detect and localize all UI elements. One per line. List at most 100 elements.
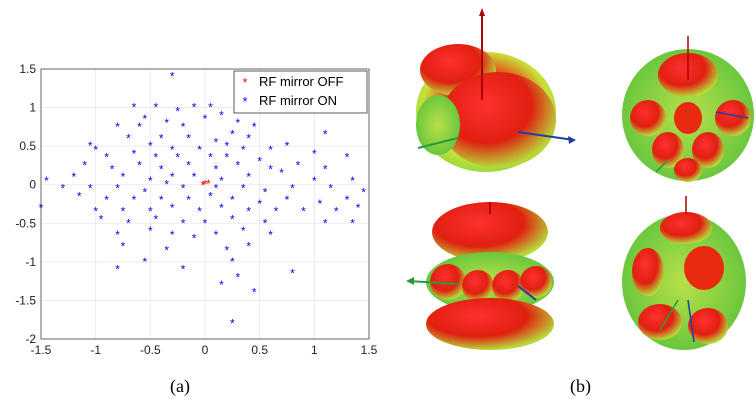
x-tick-label: -0.5 bbox=[140, 343, 161, 357]
scatter-point-on: * bbox=[219, 278, 224, 292]
series-rf-mirror-on: *** * * *** ** * * **** * ** * * * ** * * * * * * ** ** * * * * * *… bbox=[39, 70, 367, 331]
scatter-point-on: * bbox=[252, 120, 257, 134]
scatter-point-on: * bbox=[235, 270, 240, 284]
pattern-top-left bbox=[416, 8, 576, 172]
scatter-point-on: * bbox=[115, 120, 120, 134]
scatter-point-on: * bbox=[230, 255, 235, 269]
scatter-point-on: * bbox=[137, 158, 142, 172]
scatter-point-on: * bbox=[345, 151, 350, 165]
scatter-point-off: * bbox=[200, 178, 205, 192]
legend-box bbox=[233, 70, 368, 114]
scatter-point-on: * bbox=[285, 193, 290, 207]
scatter-point-on: * bbox=[115, 228, 120, 242]
scatter-point-on: * bbox=[170, 143, 175, 157]
scatter-point-on: * bbox=[143, 255, 148, 269]
scatter-point-on: * bbox=[350, 174, 355, 188]
scatter-point-on: * bbox=[186, 158, 191, 172]
scatter-point-on: * bbox=[159, 131, 164, 145]
x-tick-label: 1 bbox=[311, 343, 318, 357]
scatter-point-on: * bbox=[268, 143, 273, 157]
scatter-point-on: * bbox=[219, 108, 224, 122]
scatter-point-on: * bbox=[268, 228, 273, 242]
scatter-point-on: * bbox=[175, 151, 180, 165]
scatter-point-on: * bbox=[181, 263, 186, 277]
scatter-point-on: * bbox=[164, 178, 169, 192]
scatter-point-on: * bbox=[323, 162, 328, 176]
scatter-point-on: * bbox=[93, 205, 98, 219]
scatter-point-on: * bbox=[257, 155, 262, 169]
scatter-point-on: * bbox=[186, 193, 191, 207]
legend-label-off: RF mirror OFF bbox=[259, 74, 344, 89]
scatter-point-on: * bbox=[104, 151, 109, 165]
scatter-point-on: * bbox=[148, 224, 153, 238]
plot-frame bbox=[40, 68, 370, 340]
scatter-point-on: * bbox=[197, 143, 202, 157]
scatter-point-on: * bbox=[241, 224, 246, 238]
x-tick-label: -1 bbox=[90, 343, 101, 357]
scatter-point-on: * bbox=[230, 128, 235, 142]
y-tick-label: 0 bbox=[29, 178, 36, 192]
scatter-point-on: * bbox=[230, 212, 235, 226]
scatter-point-on: * bbox=[104, 193, 109, 207]
scatter-point-on: * bbox=[317, 197, 322, 211]
scatter-point-on: * bbox=[170, 228, 175, 242]
pattern-bottom-left bbox=[406, 202, 554, 350]
scatter-point-on: * bbox=[323, 216, 328, 230]
scatter-point-on: * bbox=[192, 232, 197, 246]
scatter-point-on: * bbox=[99, 212, 104, 226]
scatter-point-on: * bbox=[186, 131, 191, 145]
scatter-point-on: * bbox=[164, 243, 169, 257]
scatter-point-on: * bbox=[137, 120, 142, 134]
scatter-point-on: * bbox=[115, 182, 120, 196]
scatter-point-on: * bbox=[219, 174, 224, 188]
scatter-point-on: * bbox=[301, 205, 306, 219]
y-tick-label: -0.5 bbox=[15, 216, 36, 230]
scatter-point-on: * bbox=[350, 216, 355, 230]
x-tick-label: 0.5 bbox=[251, 343, 268, 357]
legend-marker-on: * bbox=[242, 94, 247, 109]
scatter-point-on: * bbox=[328, 182, 333, 196]
scatter-point-on: * bbox=[181, 182, 186, 196]
scatter-point-on: * bbox=[225, 139, 230, 153]
scatter-point-on: * bbox=[214, 182, 219, 196]
x-tick-label: 1.5 bbox=[361, 343, 378, 357]
scatter-point-on: * bbox=[214, 135, 219, 149]
scatter-point-on: * bbox=[268, 162, 273, 176]
scatter-point-on: * bbox=[296, 158, 301, 172]
scatter-point-on: * bbox=[159, 193, 164, 207]
scatter-point-on: * bbox=[159, 162, 164, 176]
scatter-point-on: * bbox=[290, 182, 295, 196]
caption-b: (b) bbox=[570, 376, 591, 396]
scatter-point-on: * bbox=[143, 185, 148, 199]
scatter-point-on: * bbox=[121, 170, 126, 184]
scatter-point-on: * bbox=[71, 170, 76, 184]
scatter-point-on: * bbox=[148, 205, 153, 219]
scatter-point-on: * bbox=[170, 201, 175, 215]
scatter-point-on: * bbox=[132, 147, 137, 161]
scatter-plot: -1.5 -1 -0.5 0 0.5 1 1.5-2-1.5-1-0.500.511.5 *… bbox=[15, 62, 378, 357]
scatter-point-on: * bbox=[208, 151, 213, 165]
scatter-point-on: * bbox=[263, 185, 268, 199]
scatter-point-on: * bbox=[61, 182, 66, 196]
pattern-bottom-right bbox=[622, 196, 746, 350]
scatter-point-on: * bbox=[356, 201, 361, 215]
scatter-point-on: * bbox=[241, 182, 246, 196]
scatter-point-on: * bbox=[44, 174, 49, 188]
scatter-point-on: * bbox=[203, 112, 208, 126]
scatter-point-on: * bbox=[208, 189, 213, 203]
scatter-point-on: * bbox=[208, 101, 213, 115]
scatter-point-on: * bbox=[246, 170, 251, 184]
scatter-point-on: * bbox=[290, 266, 295, 280]
scatter-point-on: * bbox=[121, 239, 126, 253]
scatter-point-on: * bbox=[361, 185, 366, 199]
scatter-point-on: * bbox=[82, 158, 87, 172]
scatter-point-on: * bbox=[235, 158, 240, 172]
scatter-point-on: * bbox=[148, 174, 153, 188]
scatter-point-on: * bbox=[246, 131, 251, 145]
scatter-point-on: * bbox=[225, 243, 230, 257]
y-tick-label: 0.5 bbox=[19, 139, 36, 153]
scatter-point-on: * bbox=[143, 112, 148, 126]
scatter-point-on: * bbox=[170, 70, 175, 84]
pattern-top-right bbox=[622, 36, 754, 182]
scatter-point-on: * bbox=[164, 116, 169, 130]
